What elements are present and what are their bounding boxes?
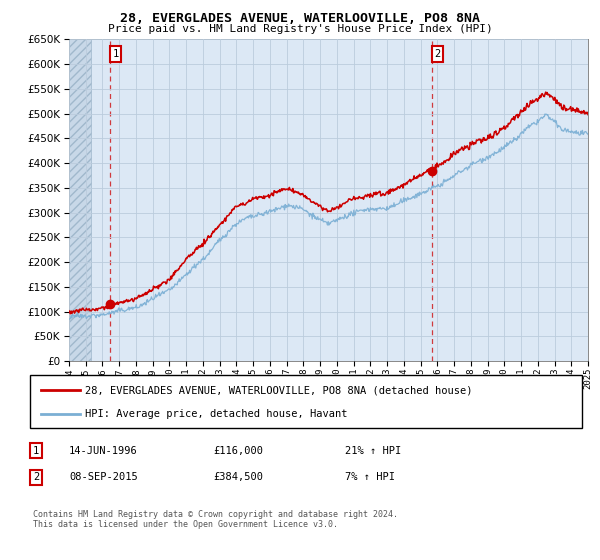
Text: 28, EVERGLADES AVENUE, WATERLOOVILLE, PO8 8NA: 28, EVERGLADES AVENUE, WATERLOOVILLE, PO…	[120, 12, 480, 25]
Text: HPI: Average price, detached house, Havant: HPI: Average price, detached house, Hava…	[85, 408, 348, 418]
Text: 28, EVERGLADES AVENUE, WATERLOOVILLE, PO8 8NA (detached house): 28, EVERGLADES AVENUE, WATERLOOVILLE, PO…	[85, 385, 473, 395]
Text: 2: 2	[434, 49, 441, 59]
Text: 08-SEP-2015: 08-SEP-2015	[69, 472, 138, 482]
FancyBboxPatch shape	[30, 375, 582, 428]
Text: 1: 1	[113, 49, 119, 59]
Text: 21% ↑ HPI: 21% ↑ HPI	[345, 446, 401, 456]
Text: 7% ↑ HPI: 7% ↑ HPI	[345, 472, 395, 482]
Text: 1: 1	[33, 446, 39, 456]
Text: Contains HM Land Registry data © Crown copyright and database right 2024.
This d: Contains HM Land Registry data © Crown c…	[33, 510, 398, 529]
Text: 14-JUN-1996: 14-JUN-1996	[69, 446, 138, 456]
Text: £116,000: £116,000	[213, 446, 263, 456]
Text: Price paid vs. HM Land Registry's House Price Index (HPI): Price paid vs. HM Land Registry's House …	[107, 24, 493, 34]
Text: £384,500: £384,500	[213, 472, 263, 482]
Text: 2: 2	[33, 472, 39, 482]
Bar	[69, 39, 91, 361]
